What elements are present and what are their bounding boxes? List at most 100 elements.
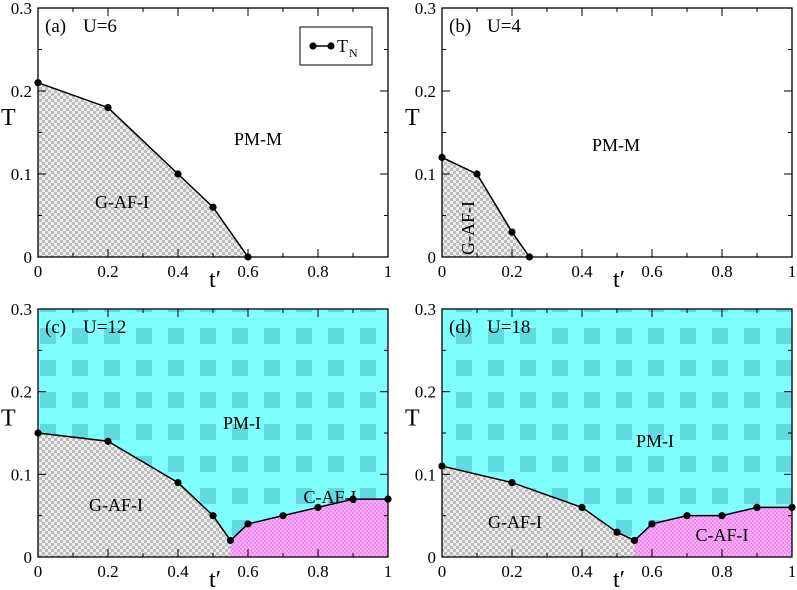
x-tick-label: 0.8 bbox=[307, 262, 328, 281]
y-axis-title: T bbox=[405, 406, 420, 432]
region-label: G-AF-I bbox=[95, 192, 149, 212]
y-tick-label: 0.2 bbox=[11, 383, 32, 402]
c-af-i-region bbox=[230, 499, 388, 557]
tn-point bbox=[209, 203, 217, 211]
tn-point bbox=[753, 503, 761, 511]
tn-point bbox=[788, 503, 796, 511]
panel-d: 0 0.2 0.4 0.6 0.8 1 0 0.1 0.2 0.3 Tt′ (d) U=18 PM-I G-… bbox=[405, 300, 796, 590]
x-tick-label: 0 bbox=[438, 562, 447, 581]
panel-label: (b) bbox=[449, 16, 471, 37]
tn-point bbox=[438, 153, 446, 161]
y-axis-title: T bbox=[1, 105, 16, 131]
y-tick-label: 0 bbox=[428, 248, 437, 267]
region-label: PM-I bbox=[223, 413, 261, 433]
tn-point bbox=[525, 253, 534, 261]
y-tick-label: 0 bbox=[24, 548, 33, 567]
tn-line bbox=[441, 156, 531, 258]
x-axis-title: t′ bbox=[209, 567, 221, 590]
x-tick-label: 0.6 bbox=[641, 262, 662, 281]
region-label: G-AF-I bbox=[458, 201, 478, 255]
x-axis-title: t′ bbox=[209, 267, 221, 293]
x-axis-title: t′ bbox=[613, 567, 625, 590]
y-tick-label: 0.3 bbox=[415, 300, 436, 319]
panel-label: (a) bbox=[45, 16, 66, 37]
tn-point bbox=[683, 512, 691, 520]
y-tick-label: 0.1 bbox=[11, 465, 32, 484]
region-label: G-AF-I bbox=[488, 512, 542, 532]
y-tick-label: 0.2 bbox=[415, 82, 436, 101]
region-label: C-AF-I bbox=[304, 487, 357, 507]
x-tick-label: 0.6 bbox=[641, 562, 662, 581]
y-tick-label: 0 bbox=[24, 248, 33, 267]
tn-point bbox=[279, 512, 287, 520]
x-tick-label: 0.8 bbox=[307, 562, 328, 581]
x-tick-label: 1 bbox=[788, 262, 797, 281]
tn-point bbox=[314, 503, 322, 511]
x-tick-label: 0.4 bbox=[167, 562, 189, 581]
tn-point bbox=[508, 228, 516, 236]
tn-point bbox=[174, 479, 182, 487]
tn-point bbox=[34, 79, 42, 87]
y-tick-label: 0 bbox=[428, 548, 437, 567]
g-af-i-region bbox=[442, 157, 530, 257]
panel-c: 0 0.2 0.4 0.6 0.8 1 0 0.1 0.2 0.3 Tt′ (c) U=12 PM-I G-… bbox=[1, 300, 392, 590]
x-tick-label: 0 bbox=[34, 262, 43, 281]
x-tick-label: 1 bbox=[384, 262, 393, 281]
x-tick-label: 0.2 bbox=[501, 262, 522, 281]
y-tick-label: 0.2 bbox=[11, 82, 32, 101]
tn-point bbox=[209, 512, 217, 520]
tn-point bbox=[578, 503, 586, 511]
region-label: G-AF-I bbox=[89, 495, 143, 515]
tn-point bbox=[648, 520, 656, 528]
region-label: PM-M bbox=[234, 129, 282, 149]
x-tick-label: 0.2 bbox=[501, 562, 522, 581]
tn-point bbox=[244, 253, 252, 261]
y-tick-label: 0.1 bbox=[415, 465, 436, 484]
x-tick-label: 0.2 bbox=[97, 562, 118, 581]
y-axis-title: T bbox=[1, 406, 16, 432]
tn-line bbox=[441, 465, 792, 542]
tn-point bbox=[630, 536, 639, 545]
y-tick-label: 0.1 bbox=[11, 165, 32, 184]
g-af-i-region bbox=[38, 82, 248, 257]
tn-point bbox=[226, 536, 235, 545]
tn-point bbox=[104, 104, 112, 112]
legend-marker bbox=[327, 42, 335, 50]
x-axis-title: t′ bbox=[613, 267, 625, 293]
x-tick-label: 0 bbox=[34, 562, 43, 581]
region-label: PM-I bbox=[636, 431, 674, 451]
y-tick-label: 0.3 bbox=[415, 0, 436, 18]
panel-title: U=6 bbox=[83, 16, 117, 37]
tn-point bbox=[473, 170, 481, 178]
panel-b: 0 0.2 0.4 0.6 0.8 1 0 0.1 0.2 0.3 Tt′ (b) U=4 PM-M G-A… bbox=[405, 0, 796, 293]
tn-point bbox=[104, 437, 112, 445]
x-tick-label: 0.4 bbox=[571, 262, 593, 281]
y-tick-label: 0.2 bbox=[415, 383, 436, 402]
y-tick-label: 0.1 bbox=[415, 165, 436, 184]
y-axis-title: T bbox=[405, 105, 420, 131]
region-label: PM-M bbox=[592, 135, 640, 155]
legend-marker bbox=[309, 42, 317, 50]
tn-point bbox=[244, 520, 252, 528]
legend-subscript: N bbox=[349, 46, 358, 60]
x-tick-label: 0.8 bbox=[711, 262, 732, 281]
panel-label: (d) bbox=[449, 317, 471, 338]
tn-point bbox=[349, 495, 357, 503]
panel-title: U=4 bbox=[487, 16, 521, 37]
y-tick-label: 0.3 bbox=[11, 300, 32, 319]
x-tick-label: 0.4 bbox=[167, 262, 189, 281]
x-tick-label: 0.8 bbox=[711, 562, 732, 581]
c-af-i-region bbox=[634, 507, 792, 557]
panel-label: (c) bbox=[45, 317, 66, 338]
tn-point bbox=[174, 170, 182, 178]
x-tick-label: 0.4 bbox=[571, 562, 593, 581]
tn-point bbox=[438, 462, 446, 470]
tn-point bbox=[384, 495, 392, 503]
region-label: C-AF-I bbox=[696, 525, 749, 545]
x-tick-label: 1 bbox=[788, 562, 797, 581]
x-tick-label: 0.2 bbox=[97, 262, 118, 281]
panel-a: 0 0.2 0.4 0.6 0.8 1 0 0.1 0.2 0.3 Tt′ (a) U=6 PM-M G-A… bbox=[1, 0, 392, 293]
tn-point bbox=[34, 429, 42, 437]
